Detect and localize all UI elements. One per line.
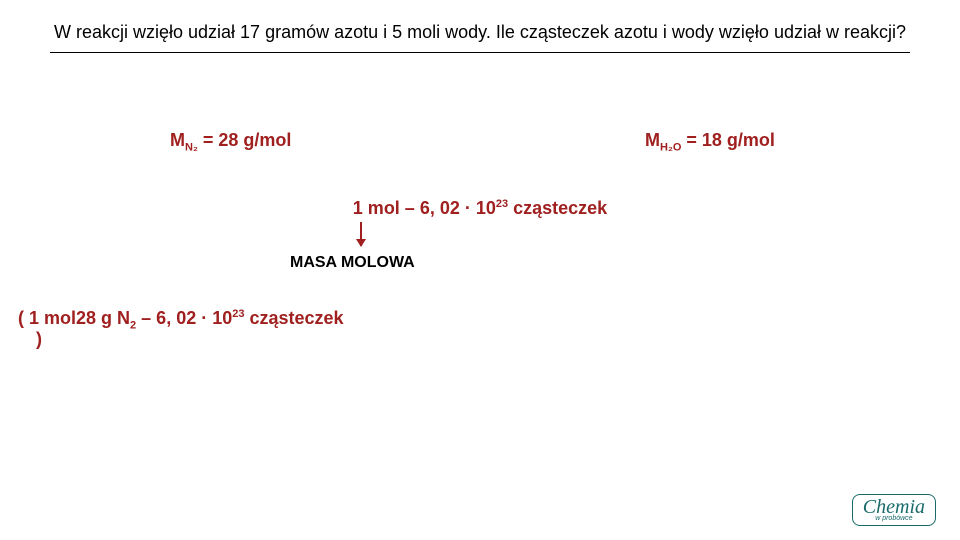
title-rule [50,52,910,53]
mn2-subscript: N₂ [185,142,198,154]
mh2o-label: M [645,130,660,150]
logo-main: Chemia [863,497,925,517]
expr-b: – 6, 02 · 10 [136,308,232,328]
avogadro-pre: 1 mol – 6, 02 · 10 [353,198,496,218]
molar-mass-n2: MN₂ = 28 g/mol [170,130,291,154]
paren-open: ( 1 mol ) [18,308,76,350]
molar-mass-h2o: MH₂O = 18 g/mol [645,130,775,154]
avogadro-exp: 23 [496,198,508,210]
masa-molowa-label: MASA MOLOWA [290,254,415,272]
avogadro-post: cząsteczek [508,198,607,218]
expr-a: 28 g N [76,308,130,328]
paren-close-text: ) [18,329,42,349]
arrow-down-icon [360,222,362,246]
logo-badge: Chemia w probówce [852,494,936,526]
title-block: W reakcji wzięło udział 17 gramów azotu … [50,20,910,53]
expr-c: cząsteczek [245,308,344,328]
avogadro-line: 1 mol – 6, 02 · 1023 cząsteczek [0,198,960,219]
expr-sup: 23 [232,308,244,320]
mh2o-subscript: H₂O [660,142,681,154]
bottom-expression: ( 1 mol ) 28 g N2 – 6, 02 · 1023 cząstec… [18,308,344,350]
paren-open-text: ( 1 mol [18,308,76,328]
page-title: W reakcji wzięło udział 17 gramów azotu … [50,20,910,52]
mh2o-value: = 18 g/mol [681,130,775,150]
mn2-label: M [170,130,185,150]
mn2-value: = 28 g/mol [198,130,292,150]
